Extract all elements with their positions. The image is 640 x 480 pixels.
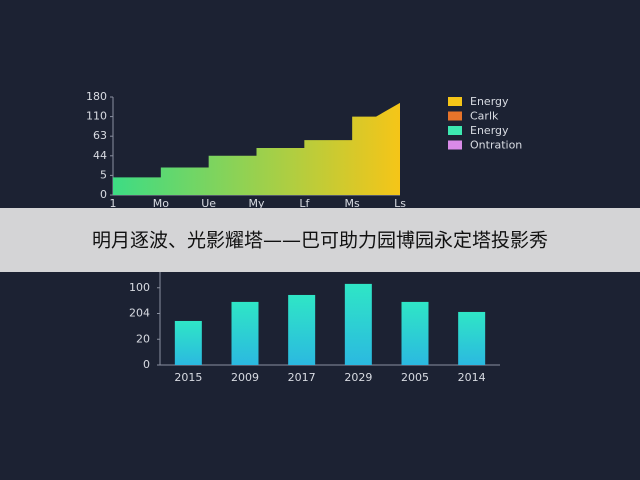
y-tick-label: 100 <box>129 281 150 294</box>
legend-swatch <box>448 126 462 135</box>
y-tick-label: 180 <box>86 90 107 103</box>
bar <box>401 301 429 365</box>
x-tick-label: Ue <box>201 197 216 210</box>
y-tick-label: 204 <box>129 307 150 320</box>
x-tick-label: 2015 <box>174 371 202 384</box>
area <box>113 102 400 195</box>
y-tick-label: 0 <box>143 358 150 371</box>
x-tick-label: My <box>248 197 264 210</box>
y-tick-label: 44 <box>93 149 107 162</box>
x-tick-label: 2014 <box>458 371 486 384</box>
x-tick-label: 1 <box>110 197 117 210</box>
y-tick-label: 20 <box>136 332 150 345</box>
bar <box>174 320 202 365</box>
y-tick-label: 0 <box>100 188 107 201</box>
y-tick-label: 63 <box>93 129 107 142</box>
legend-label: Energy <box>470 124 509 137</box>
y-tick-label: 5 <box>100 168 107 181</box>
x-tick-label: Ms <box>345 197 360 210</box>
bar <box>231 301 259 365</box>
banner-bg <box>0 208 640 272</box>
bar <box>458 311 486 365</box>
legend-label: Carlk <box>470 110 499 123</box>
x-tick-label: 2009 <box>231 371 259 384</box>
bar <box>288 294 316 365</box>
x-tick-label: 2005 <box>401 371 429 384</box>
legend-swatch <box>448 111 462 121</box>
x-tick-label: 2029 <box>344 371 372 384</box>
y-tick-label: 110 <box>86 110 107 123</box>
legend-label: Ontration <box>470 139 522 152</box>
x-tick-label: 2017 <box>288 371 316 384</box>
x-tick-label: Mo <box>153 197 169 210</box>
banner-text: 明月逐波、光影耀塔——巴可助力园博园永定塔投影秀 <box>92 230 548 252</box>
x-tick-label: Lf <box>299 197 310 210</box>
legend-swatch <box>448 97 462 106</box>
bar <box>344 283 372 365</box>
x-tick-label: Ls <box>394 197 406 210</box>
legend-label: Energy <box>470 95 509 108</box>
legend-swatch <box>448 140 462 150</box>
